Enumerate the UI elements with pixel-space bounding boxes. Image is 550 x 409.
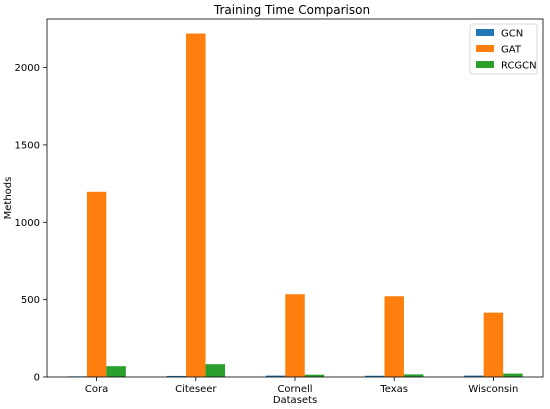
bar-gat-wisconsin [483,312,504,377]
y-tick-label: 0 [34,373,40,384]
x-axis-title: Datasets [273,395,317,406]
legend-swatch-rcgcn [476,61,494,68]
x-tick-label: Cora [85,384,108,395]
y-tick-label: 500 [21,295,40,306]
bar-gcn-texas [364,375,385,377]
bar-gcn-citeseer [166,375,187,377]
x-tick-label: Wisconsin [468,384,518,395]
bar-rcgcn-texas [403,374,424,377]
y-tick-label: 2000 [15,63,40,74]
chart-title: Training Time Comparison [213,3,370,17]
bar-gcn-wisconsin [464,375,484,377]
y-tick-label: 1500 [15,140,40,151]
bar-gcn-cornell [265,375,286,377]
legend-swatch-gcn [476,29,494,36]
y-axis: 0 500 1000 1500 2000 [15,63,47,384]
legend-label-gat: GAT [501,45,522,56]
legend-label-rcgcn: RCGCN [501,61,537,72]
x-tick-label: Citeseer [175,384,217,395]
bar-rcgcn-cornell [304,374,325,377]
legend-swatch-gat [476,45,494,52]
bar-rcgcn-wisconsin [503,373,523,377]
y-tick-label: 1000 [15,218,40,229]
plot-area [67,33,523,377]
y-axis-title: Methods [3,177,14,220]
x-tick-label: Cornell [277,384,312,395]
legend: GCN GAT RCGCN [469,23,538,75]
x-tick-label: Texas [379,384,408,395]
bar-gat-cora [86,191,107,377]
bar-rcgcn-citeseer [205,364,226,377]
bar-rcgcn-cora [106,366,126,377]
bar-gat-texas [384,296,404,377]
legend-label-gcn: GCN [501,29,523,40]
bar-gat-citeseer [186,33,206,377]
x-axis: Cora Citeseer Cornell Texas Wisconsin [85,377,518,395]
bar-gat-cornell [285,294,305,377]
